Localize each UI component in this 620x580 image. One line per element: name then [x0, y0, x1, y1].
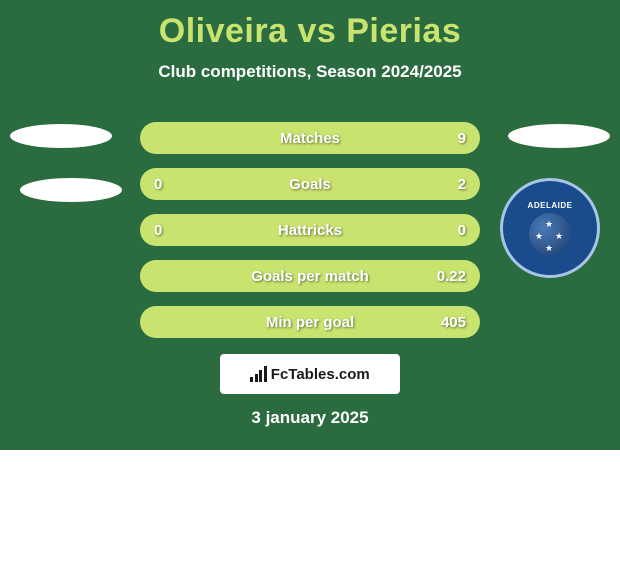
stat-label: Min per goal: [194, 314, 426, 331]
club-badge: ADELAIDE ★ ★ ★ ★: [500, 178, 600, 278]
white-footer-area: [0, 450, 620, 580]
stat-right-value: 0.22: [426, 268, 466, 285]
page-title: Oliveira vs Pierias: [0, 12, 620, 51]
stat-row: 0Goals2: [140, 168, 480, 200]
subtitle: Club competitions, Season 2024/2025: [0, 62, 620, 82]
stat-row: Min per goal405: [140, 306, 480, 338]
stat-label: Hattricks: [194, 222, 426, 239]
player-left-ellipse-2: [20, 178, 122, 202]
stat-left-value: 0: [154, 176, 194, 193]
club-badge-name-top: ADELAIDE: [528, 201, 573, 210]
stat-label: Goals: [194, 176, 426, 193]
stat-row: Matches9: [140, 122, 480, 154]
infographic-canvas: Oliveira vs Pierias Club competitions, S…: [0, 0, 620, 580]
stat-row: Goals per match0.22: [140, 260, 480, 292]
club-badge-ball-icon: ★ ★ ★ ★: [529, 213, 571, 255]
stat-label: Matches: [194, 130, 426, 147]
bar-chart-icon: [250, 366, 267, 382]
stat-label: Goals per match: [194, 268, 426, 285]
logo-text: FcTables.com: [271, 366, 370, 383]
stat-row: 0Hattricks0: [140, 214, 480, 246]
stat-right-value: 0: [426, 222, 466, 239]
player-left-ellipse-1: [10, 124, 112, 148]
stat-right-value: 2: [426, 176, 466, 193]
stat-right-value: 9: [426, 130, 466, 147]
fctables-logo: FcTables.com: [220, 354, 400, 394]
date-text: 3 january 2025: [0, 408, 620, 428]
player-right-ellipse-1: [508, 124, 610, 148]
stat-right-value: 405: [426, 314, 466, 331]
stat-left-value: 0: [154, 222, 194, 239]
